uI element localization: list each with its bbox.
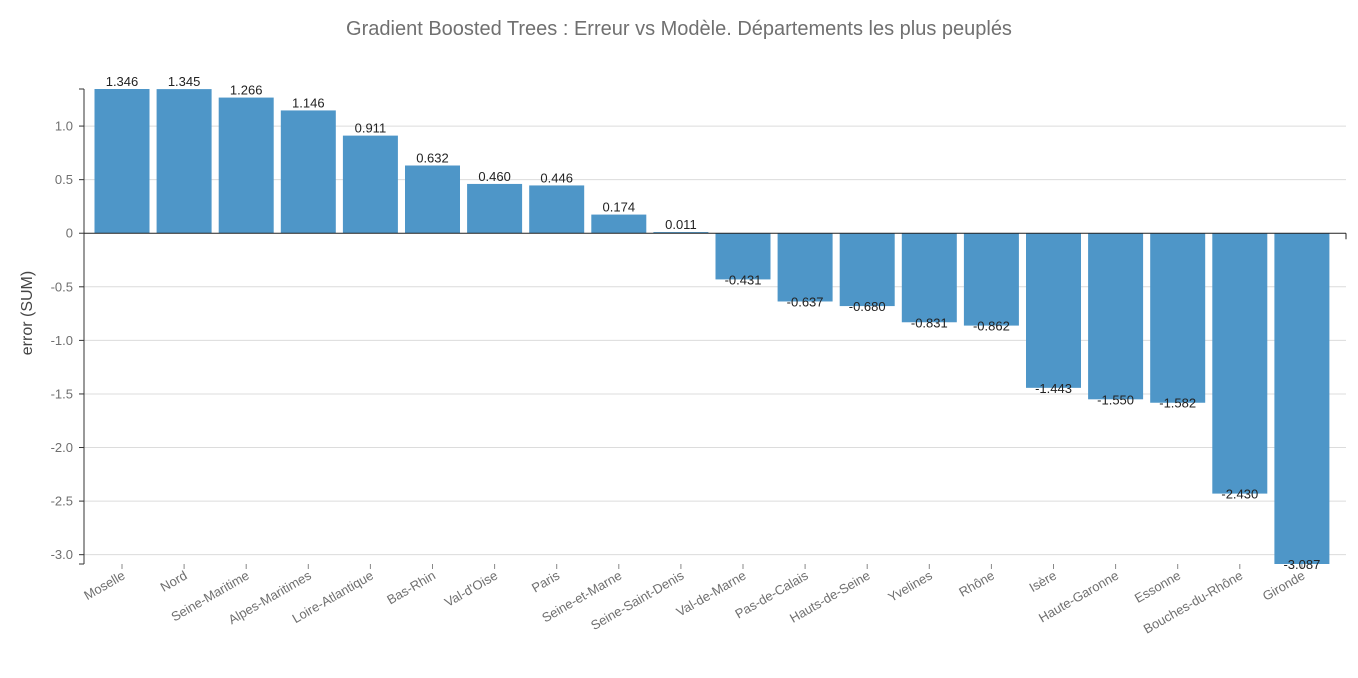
- bar[interactable]: [1150, 233, 1206, 403]
- bar-value-label: 0.632: [416, 151, 449, 166]
- bar-value-label: -0.431: [725, 272, 762, 287]
- bar[interactable]: [963, 233, 1019, 326]
- bar-value-label: 1.266: [230, 83, 263, 98]
- bar-value-label: 1.346: [106, 74, 139, 89]
- bar[interactable]: [653, 232, 709, 234]
- bar[interactable]: [715, 233, 771, 280]
- bar-value-label: 0.460: [478, 169, 511, 184]
- bar-value-label: -1.443: [1035, 381, 1072, 396]
- bar[interactable]: [839, 233, 895, 307]
- bar[interactable]: [591, 214, 647, 234]
- bar[interactable]: [467, 183, 523, 234]
- y-tick-label: -1.0: [51, 333, 73, 348]
- bar[interactable]: [218, 97, 274, 234]
- y-tick-label: -2.0: [51, 440, 73, 455]
- x-category-label: Isère: [1026, 568, 1059, 595]
- bar[interactable]: [777, 233, 833, 302]
- bar-value-label: -1.550: [1097, 392, 1134, 407]
- y-tick-label: -2.5: [51, 494, 73, 509]
- y-tick-label: 0: [66, 226, 73, 241]
- x-category-label: Bas-Rhin: [384, 568, 438, 608]
- x-category-label: Rhône: [956, 568, 997, 600]
- bar-value-label: 0.174: [603, 200, 636, 215]
- bar[interactable]: [1274, 233, 1330, 564]
- x-category-label: Essonne: [1132, 568, 1183, 606]
- y-axis-title: error (SUM): [19, 271, 36, 355]
- bar[interactable]: [1026, 233, 1081, 388]
- y-tick-label: 0.5: [55, 172, 73, 187]
- bar[interactable]: [901, 233, 957, 323]
- x-category-label: Gironde: [1260, 568, 1308, 604]
- x-category-label: Nord: [158, 568, 190, 595]
- x-category-label: Paris: [529, 567, 563, 595]
- bar-value-label: -0.862: [973, 319, 1010, 334]
- bar-value-label: -0.831: [911, 315, 948, 330]
- x-category-label: Val-d'Oise: [442, 568, 500, 610]
- bar-value-label: 1.146: [292, 95, 325, 110]
- bar[interactable]: [1088, 233, 1144, 400]
- bar[interactable]: [342, 135, 398, 234]
- bar-value-label: -3.087: [1283, 557, 1320, 572]
- y-tick-label: -3.0: [51, 547, 73, 562]
- bar[interactable]: [280, 110, 336, 234]
- data-labels: 1.346 1.345 1.266 1.146 0.911 0.632 0.460 0.446…: [106, 74, 1321, 572]
- bar[interactable]: [94, 89, 150, 234]
- x-category-label: Moselle: [81, 568, 127, 603]
- bar-value-label: 0.011: [665, 217, 697, 232]
- bar-value-label: -0.637: [787, 294, 824, 309]
- y-tick-label: 1.0: [55, 119, 73, 134]
- x-category-label: Yvelines: [885, 567, 935, 604]
- y-tick-label: -1.5: [51, 386, 73, 401]
- y-tick-label: -0.5: [51, 279, 73, 294]
- bar-value-label: -0.680: [849, 299, 886, 314]
- bar-value-label: 0.911: [355, 121, 387, 136]
- bar-value-label: -2.430: [1221, 487, 1258, 502]
- bar-value-label: 1.345: [168, 74, 201, 89]
- bar-value-label: 0.446: [540, 170, 573, 185]
- chart-title: Gradient Boosted Trees : Erreur vs Modèl…: [346, 18, 1012, 40]
- bar[interactable]: [1212, 233, 1268, 494]
- bars: [94, 89, 1330, 564]
- bar[interactable]: [529, 185, 585, 234]
- bar[interactable]: [405, 165, 460, 234]
- bar[interactable]: [156, 89, 212, 234]
- bar-value-label: -1.582: [1159, 396, 1196, 411]
